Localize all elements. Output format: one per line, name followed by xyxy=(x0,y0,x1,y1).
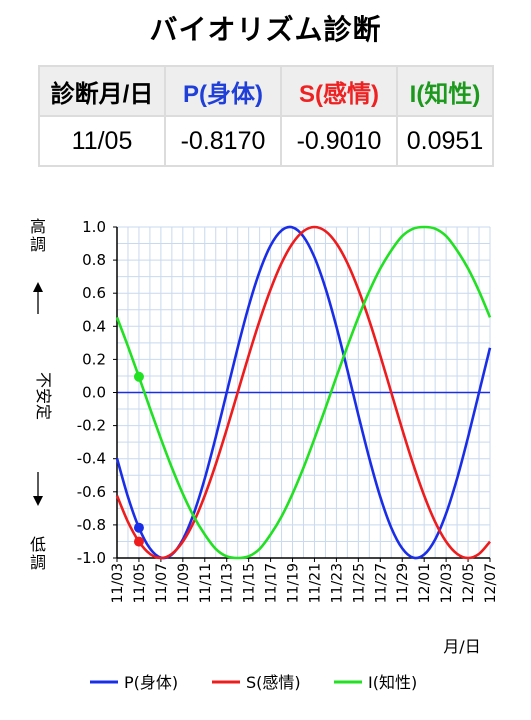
x-tick-label: 12/01 xyxy=(417,563,433,603)
cell-sensitivity: -0.9010 xyxy=(280,115,398,167)
y-label-high: 高調 xyxy=(30,217,46,254)
svg-text:高: 高 xyxy=(30,217,46,236)
page-title: バイオリズム診断 xyxy=(149,13,382,46)
cell-intellectual: 0.0951 xyxy=(396,115,494,167)
x-tick-label: 11/25 xyxy=(351,563,367,603)
svg-text:低: 低 xyxy=(30,535,46,554)
y-label-unstable: 不安定 xyxy=(34,372,53,420)
x-tick-label: 12/03 xyxy=(439,563,455,603)
svg-text:調: 調 xyxy=(30,235,46,254)
x-tick-label: 11/21 xyxy=(307,563,323,603)
series-line-sensitivity xyxy=(115,225,491,560)
table-header-row: 診断月/日 P(身体) S(感情) I(知性) xyxy=(38,65,494,117)
x-tick-label: 11/15 xyxy=(242,563,258,603)
svg-text:調: 調 xyxy=(30,553,46,572)
marker-sensitivity xyxy=(133,536,144,547)
y-tick-label: -0.8 xyxy=(77,516,106,534)
x-tick-label: 11/19 xyxy=(286,563,302,603)
y-tick-label: 0.4 xyxy=(82,317,106,335)
legend-sensitivity: S(感情) xyxy=(212,673,301,692)
header-sensitivity: S(感情) xyxy=(280,65,398,117)
x-tick-label: 11/11 xyxy=(198,563,214,603)
x-tick-label: 11/29 xyxy=(395,563,411,603)
x-tick-label: 12/07 xyxy=(483,563,499,603)
biorhythm-summary-table: 診断月/日 P(身体) S(感情) I(知性) 11/05 -0.8170 -0… xyxy=(38,65,494,167)
x-tick-label: 11/05 xyxy=(132,563,148,603)
header-physical: P(身体) xyxy=(164,65,282,117)
header-intellectual: I(知性) xyxy=(396,65,494,117)
cell-physical: -0.8170 xyxy=(164,115,282,167)
y-tick-label: -0.4 xyxy=(77,450,106,468)
biorhythm-chart: 1.00.80.60.40.20.0-0.2-0.4-0.6-0.8-1.011… xyxy=(30,217,499,692)
x-axis-label: 月/日 xyxy=(443,637,480,656)
arrow-up-icon xyxy=(33,282,43,292)
legend-intellectual: I(知性) xyxy=(334,673,417,692)
y-tick-label: 0.0 xyxy=(82,384,106,402)
y-tick-label: -0.6 xyxy=(77,483,106,501)
legend-physical: P(身体) xyxy=(90,673,178,692)
cell-date: 11/05 xyxy=(38,115,166,167)
y-tick-label: 0.6 xyxy=(82,284,106,302)
y-tick-label: -1.0 xyxy=(77,549,106,567)
marker-physical xyxy=(133,522,144,533)
y-tick-label: 0.2 xyxy=(82,350,106,368)
y-tick-label: 1.0 xyxy=(82,218,106,236)
x-tick-label: 11/03 xyxy=(110,563,126,603)
y-label-low: 低調 xyxy=(30,535,46,572)
x-tick-label: 12/05 xyxy=(461,563,477,603)
legend-label: S(感情) xyxy=(246,673,301,692)
x-tick-label: 11/09 xyxy=(176,563,192,603)
x-tick-label: 11/27 xyxy=(373,563,389,603)
y-tick-label: 0.8 xyxy=(82,251,106,269)
legend-label: P(身体) xyxy=(124,673,178,692)
series-line-intellectual xyxy=(115,225,492,560)
x-tick-label: 11/17 xyxy=(264,563,280,603)
x-tick-label: 11/23 xyxy=(329,563,345,603)
legend-label: I(知性) xyxy=(368,673,417,692)
table-row: 11/05 -0.8170 -0.9010 0.0951 xyxy=(38,115,494,167)
arrow-down-icon xyxy=(33,496,43,506)
y-tick-label: -0.2 xyxy=(77,417,106,435)
marker-intellectual xyxy=(133,371,144,382)
x-tick-label: 11/07 xyxy=(154,563,170,603)
header-date: 診断月/日 xyxy=(38,65,166,117)
x-tick-label: 11/13 xyxy=(220,563,236,603)
